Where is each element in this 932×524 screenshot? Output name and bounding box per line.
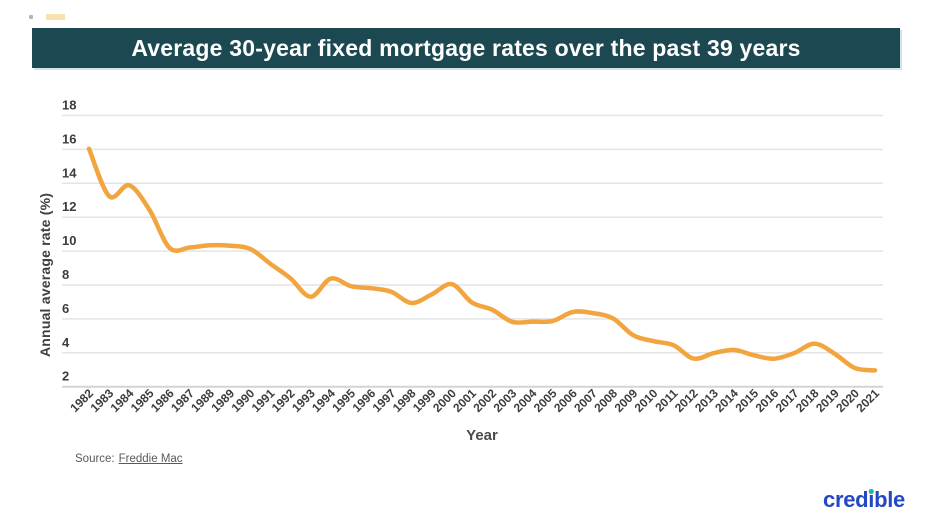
y-tick-label: 6 bbox=[62, 301, 69, 316]
decorative-yellow-dash bbox=[46, 14, 65, 20]
y-tick-label: 2 bbox=[62, 369, 69, 384]
credible-logo: credı ble bbox=[823, 487, 905, 512]
source-link-freddie-mac[interactable]: Freddie Mac bbox=[118, 453, 183, 465]
y-tick-label: 4 bbox=[62, 335, 70, 350]
y-tick-label: 10 bbox=[62, 233, 76, 248]
y-tick-label: 8 bbox=[62, 267, 69, 282]
x-tick-label: 2021 bbox=[853, 386, 882, 415]
y-tick-label: 18 bbox=[62, 98, 76, 113]
decorative-speck bbox=[29, 15, 33, 19]
x-axis-title: Year bbox=[466, 427, 498, 444]
chart-title: Average 30-year fixed mortgage rates ove… bbox=[131, 34, 801, 61]
y-tick-label: 14 bbox=[62, 165, 77, 180]
rate-line bbox=[86, 146, 878, 373]
title-banner: Average 30-year fixed mortgage rates ove… bbox=[32, 28, 900, 68]
y-axis-title: Annual average rate (%) bbox=[37, 192, 53, 358]
y-tick-label: 12 bbox=[62, 199, 76, 214]
source-label: Source: bbox=[75, 453, 115, 465]
logo-i-dot bbox=[868, 489, 874, 494]
source-note: Source: Freddie Mac bbox=[75, 453, 183, 465]
y-tick-label: 16 bbox=[62, 131, 76, 146]
